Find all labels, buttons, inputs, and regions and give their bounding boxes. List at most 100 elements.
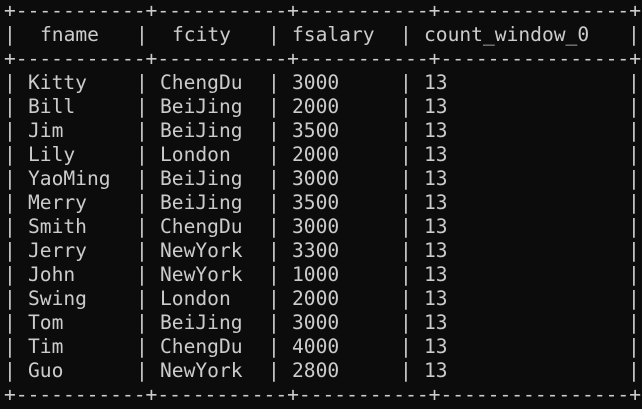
cell-fcity: NewYork	[160, 263, 243, 286]
column-separator: |	[268, 311, 280, 334]
cell-count-window: 13	[424, 239, 448, 262]
cell-fcity: London	[160, 143, 231, 166]
column-separator: |	[136, 215, 148, 238]
column-separator: |	[4, 143, 16, 166]
column-separator: |	[136, 263, 148, 286]
column-separator: |	[400, 215, 412, 238]
cell-fname: Jim	[28, 119, 64, 142]
column-separator: |	[628, 71, 640, 94]
column-header-count-window: count_window_0	[424, 23, 590, 46]
column-separator: |	[136, 95, 148, 118]
column-separator: |	[400, 263, 412, 286]
column-separator: |	[268, 95, 280, 118]
column-separator: |	[628, 359, 640, 382]
column-separator: |	[628, 263, 640, 286]
column-separator: |	[268, 239, 280, 262]
cell-count-window: 13	[424, 191, 448, 214]
cell-fsalary: 1000	[292, 263, 340, 286]
cell-fsalary: 3000	[292, 167, 340, 190]
cell-fname: Merry	[28, 191, 87, 214]
column-separator: |	[4, 167, 16, 190]
column-separator: |	[628, 215, 640, 238]
cell-fcity: NewYork	[160, 359, 243, 382]
column-separator: |	[4, 359, 16, 382]
cell-fcity: ChengDu	[160, 335, 243, 358]
cell-count-window: 13	[424, 215, 448, 238]
column-separator: |	[628, 335, 640, 358]
column-separator: |	[628, 191, 640, 214]
cell-fsalary: 4000	[292, 335, 340, 358]
column-separator: |	[400, 23, 412, 46]
column-separator: |	[628, 167, 640, 190]
cell-fsalary: 3500	[292, 119, 340, 142]
cell-count-window: 13	[424, 167, 448, 190]
cell-fcity: BeiJing	[160, 167, 243, 190]
column-separator: |	[136, 23, 148, 46]
cell-count-window: 13	[424, 287, 448, 310]
column-separator: |	[628, 311, 640, 334]
column-separator: |	[268, 71, 280, 94]
column-header-fcity: fcity	[172, 23, 231, 46]
column-separator: |	[268, 263, 280, 286]
column-separator: |	[136, 119, 148, 142]
table-border-header: +-----------+-----------+-----------+---…	[4, 47, 642, 70]
cell-fcity: BeiJing	[160, 311, 243, 334]
table-border-bottom: +-----------+-----------+-----------+---…	[4, 383, 642, 406]
table-border-top: +-----------+-----------+-----------+---…	[4, 0, 642, 22]
cell-fname: YaoMing	[28, 167, 111, 190]
column-separator: |	[136, 71, 148, 94]
cell-fcity: ChengDu	[160, 71, 243, 94]
column-separator: |	[268, 335, 280, 358]
column-separator: |	[4, 263, 16, 286]
column-separator: |	[268, 143, 280, 166]
column-separator: |	[268, 23, 280, 46]
cell-fsalary: 2000	[292, 143, 340, 166]
column-separator: |	[400, 311, 412, 334]
cell-fname: Lily	[28, 143, 76, 166]
cell-fcity: BeiJing	[160, 95, 243, 118]
cell-fcity: NewYork	[160, 239, 243, 262]
cell-fname: Bill	[28, 95, 76, 118]
cell-fname: Smith	[28, 215, 87, 238]
cell-fcity: London	[160, 287, 231, 310]
cell-fcity: BeiJing	[160, 191, 243, 214]
column-separator: |	[400, 71, 412, 94]
column-separator: |	[136, 239, 148, 262]
column-separator: |	[4, 311, 16, 334]
cell-fsalary: 2800	[292, 359, 340, 382]
column-separator: |	[628, 287, 640, 310]
column-separator: |	[628, 143, 640, 166]
cell-fsalary: 3300	[292, 239, 340, 262]
cell-count-window: 13	[424, 143, 448, 166]
cell-fname: Tim	[28, 335, 64, 358]
column-separator: |	[268, 191, 280, 214]
column-separator: |	[268, 119, 280, 142]
cell-count-window: 13	[424, 71, 448, 94]
column-separator: |	[4, 287, 16, 310]
column-separator: |	[268, 215, 280, 238]
column-header-fname: fname	[40, 23, 99, 46]
cell-fname: Tom	[28, 311, 64, 334]
column-separator: |	[136, 359, 148, 382]
column-separator: |	[628, 95, 640, 118]
cell-fname: Kitty	[28, 71, 87, 94]
cell-fsalary: 2000	[292, 95, 340, 118]
column-separator: |	[628, 119, 640, 142]
column-separator: |	[4, 71, 16, 94]
cell-fsalary: 3000	[292, 311, 340, 334]
column-separator: |	[268, 287, 280, 310]
table-header-row: | fname | fcity | fsalary | count_window…	[4, 23, 640, 47]
column-separator: |	[136, 335, 148, 358]
column-separator: |	[4, 239, 16, 262]
column-separator: |	[4, 335, 16, 358]
column-separator: |	[4, 191, 16, 214]
cell-count-window: 13	[424, 263, 448, 286]
cell-fname: John	[28, 263, 76, 286]
column-separator: |	[136, 311, 148, 334]
column-separator: |	[400, 167, 412, 190]
column-header-fsalary: fsalary	[292, 23, 375, 46]
cell-count-window: 13	[424, 359, 448, 382]
column-separator: |	[400, 335, 412, 358]
column-separator: |	[400, 191, 412, 214]
